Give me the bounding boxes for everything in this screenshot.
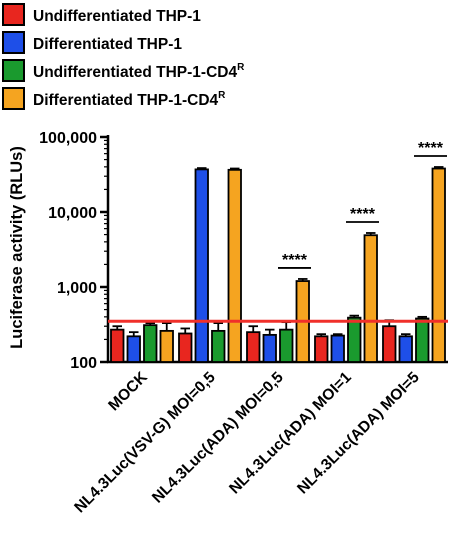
bar bbox=[194, 168, 209, 363]
legend-label: Differentiated THP-1-CD4R bbox=[33, 90, 226, 109]
y-tick-label: 100 bbox=[70, 355, 97, 372]
significance-label: **** bbox=[350, 206, 376, 223]
bar bbox=[398, 335, 413, 363]
legend-swatch bbox=[2, 87, 25, 110]
legend-label-superscript: R bbox=[237, 62, 245, 73]
bar bbox=[126, 335, 141, 363]
legend-label-text: Differentiated THP-1-CD4 bbox=[33, 92, 219, 109]
bar bbox=[211, 329, 226, 363]
bar bbox=[159, 329, 174, 363]
bar bbox=[262, 333, 277, 363]
y-tick-label: 100,000 bbox=[39, 130, 97, 147]
bar bbox=[415, 317, 430, 363]
legend-label: Undifferentiated THP-1 bbox=[33, 8, 201, 25]
legend-label-superscript: R bbox=[218, 90, 226, 101]
x-tick-label: MOCK bbox=[105, 368, 151, 414]
legend-label-text: Undifferentiated THP-1 bbox=[33, 8, 201, 25]
x-tick-label: NL4.3Luc(ADA) MOI=0,5 bbox=[149, 369, 287, 507]
bar bbox=[314, 335, 329, 363]
bar bbox=[227, 168, 242, 363]
legend-label-text: Differentiated THP-1 bbox=[33, 36, 182, 53]
legend-label-text: Undifferentiated THP-1-CD4 bbox=[33, 64, 237, 81]
legend-swatch bbox=[2, 3, 25, 26]
bar bbox=[382, 325, 397, 363]
legend-swatch bbox=[2, 59, 25, 82]
x-tick-label: NL4.3Luc(ADA) MOI=5 bbox=[294, 369, 423, 498]
bar bbox=[279, 328, 294, 363]
legend: Undifferentiated THP-1 Differentiated THP… bbox=[2, 3, 245, 110]
significance-label: **** bbox=[418, 140, 444, 157]
bar bbox=[110, 328, 125, 363]
x-tick-label: NL4.3Luc(ADA) MOI=1 bbox=[226, 369, 355, 498]
bar bbox=[363, 234, 378, 363]
legend-swatch bbox=[2, 31, 25, 54]
legend-label: Differentiated THP-1 bbox=[33, 36, 182, 53]
bar bbox=[143, 324, 158, 363]
y-tick-label: 10,000 bbox=[48, 205, 97, 222]
legend-label: Undifferentiated THP-1-CD4R bbox=[33, 62, 245, 81]
bar bbox=[347, 316, 362, 363]
bar bbox=[246, 331, 261, 363]
bar bbox=[330, 334, 345, 363]
significance-label: **** bbox=[282, 252, 308, 269]
bar bbox=[178, 332, 193, 363]
bar bbox=[431, 167, 446, 363]
plot-area: 100 1,000 10,000 100,000 Luciferase activity… bbox=[8, 130, 448, 516]
y-axis-label: Luciferase activity (RLUs) bbox=[8, 146, 26, 349]
x-tick-label: NL4.3Luc(VSV-G) MOI=0,5 bbox=[71, 369, 219, 517]
y-tick-label: 1,000 bbox=[57, 280, 97, 297]
